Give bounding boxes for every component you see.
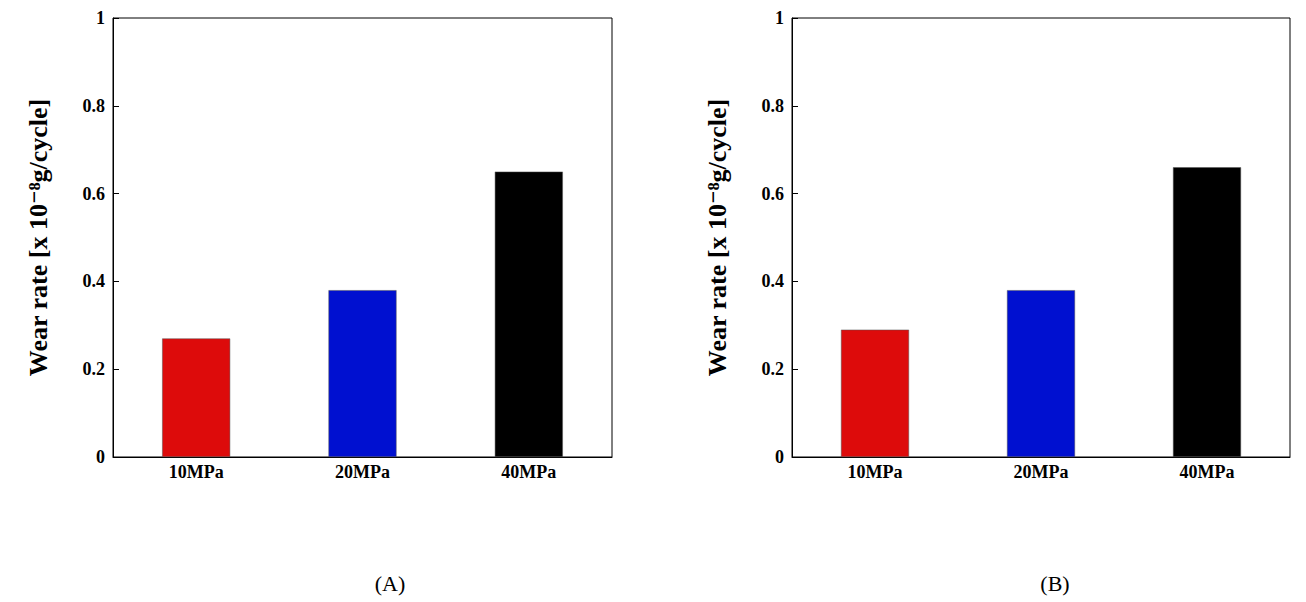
svg-text:0: 0 [775, 447, 784, 467]
svg-text:Wear rate [x 10⁻⁸g/cycle]: Wear rate [x 10⁻⁸g/cycle] [703, 99, 732, 376]
svg-text:1: 1 [96, 8, 105, 28]
svg-text:40MPa: 40MPa [501, 462, 556, 482]
svg-text:0.6: 0.6 [762, 184, 785, 204]
svg-text:20MPa: 20MPa [335, 462, 390, 482]
svg-text:Wear rate [x 10⁻⁸g/cycle]: Wear rate [x 10⁻⁸g/cycle] [24, 99, 53, 376]
svg-text:0.8: 0.8 [83, 96, 106, 116]
svg-text:0.2: 0.2 [762, 359, 785, 379]
svg-text:(A): (A) [375, 571, 406, 596]
svg-text:0.4: 0.4 [762, 271, 785, 291]
svg-text:20MPa: 20MPa [1014, 462, 1069, 482]
svg-text:0.6: 0.6 [83, 184, 106, 204]
svg-text:10MPa: 10MPa [169, 462, 224, 482]
svg-text:0.8: 0.8 [762, 96, 785, 116]
svg-text:1: 1 [775, 8, 784, 28]
svg-text:40MPa: 40MPa [1180, 462, 1235, 482]
svg-text:10MPa: 10MPa [848, 462, 903, 482]
svg-text:0.2: 0.2 [83, 359, 106, 379]
svg-text:(B): (B) [1040, 571, 1069, 596]
svg-text:0: 0 [96, 447, 105, 467]
svg-text:0.4: 0.4 [83, 271, 106, 291]
